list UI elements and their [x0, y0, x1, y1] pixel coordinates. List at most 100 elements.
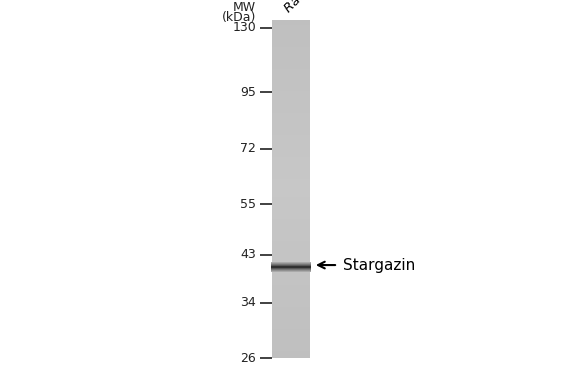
Bar — [272, 94, 310, 96]
Bar — [272, 164, 310, 165]
Bar — [272, 37, 310, 39]
Bar — [272, 326, 310, 328]
Bar — [272, 88, 310, 89]
Bar — [272, 149, 310, 150]
Bar — [272, 136, 310, 138]
Bar — [272, 321, 310, 322]
Bar — [272, 69, 310, 71]
Bar — [272, 329, 310, 331]
Bar — [272, 218, 310, 219]
Bar — [272, 50, 310, 52]
Bar — [272, 110, 310, 111]
Bar — [272, 208, 310, 209]
Bar — [272, 343, 310, 344]
Bar — [272, 289, 310, 290]
Bar — [272, 312, 310, 314]
Bar — [272, 350, 310, 351]
Bar — [272, 309, 310, 311]
Bar — [272, 152, 310, 153]
Bar — [272, 145, 310, 147]
Bar — [272, 268, 310, 270]
Bar — [272, 275, 310, 277]
Bar — [272, 272, 310, 274]
Text: 26: 26 — [240, 352, 256, 364]
Bar — [272, 89, 310, 91]
Bar — [272, 316, 310, 318]
Bar — [272, 115, 310, 116]
Bar — [272, 42, 310, 44]
Bar — [272, 82, 310, 84]
Bar — [272, 184, 310, 186]
Bar — [272, 123, 310, 125]
Text: (kDa): (kDa) — [222, 11, 256, 24]
Bar — [272, 304, 310, 305]
Bar — [272, 260, 310, 262]
Bar — [272, 346, 310, 348]
Bar — [272, 334, 310, 336]
Bar — [272, 263, 310, 265]
Bar — [272, 77, 310, 79]
Bar — [272, 165, 310, 167]
Bar — [272, 76, 310, 77]
Bar — [272, 197, 310, 199]
Bar — [272, 113, 310, 115]
Bar — [272, 62, 310, 64]
Bar — [272, 235, 310, 236]
Bar — [272, 174, 310, 175]
Bar — [272, 59, 310, 60]
Bar — [272, 116, 310, 118]
Bar — [272, 138, 310, 140]
Bar — [272, 67, 310, 69]
Bar — [272, 191, 310, 192]
Bar — [272, 159, 310, 160]
Bar — [272, 245, 310, 246]
Text: 95: 95 — [240, 85, 256, 99]
Bar — [272, 219, 310, 221]
Bar — [272, 49, 310, 50]
Bar — [272, 318, 310, 319]
Bar — [272, 186, 310, 187]
Bar — [272, 194, 310, 196]
Bar — [272, 341, 310, 343]
Bar — [272, 93, 310, 94]
Bar — [272, 257, 310, 258]
Bar — [272, 262, 310, 263]
Bar — [272, 314, 310, 316]
Bar — [272, 203, 310, 204]
Bar — [272, 280, 310, 282]
Bar — [272, 285, 310, 287]
Bar — [272, 28, 310, 30]
Bar — [272, 45, 310, 47]
Bar — [272, 287, 310, 289]
Bar — [272, 311, 310, 312]
Bar — [272, 216, 310, 218]
Bar — [272, 204, 310, 206]
Bar — [272, 35, 310, 37]
Bar — [272, 125, 310, 127]
Bar — [272, 86, 310, 88]
Bar — [272, 71, 310, 73]
Bar — [272, 32, 310, 34]
Bar — [272, 290, 310, 292]
Text: Stargazin: Stargazin — [343, 257, 415, 273]
Bar — [272, 25, 310, 27]
Bar — [272, 240, 310, 242]
Bar — [272, 201, 310, 203]
Bar — [272, 104, 310, 106]
Bar — [272, 246, 310, 248]
Bar — [272, 351, 310, 353]
Text: 55: 55 — [240, 198, 256, 211]
Bar — [272, 132, 310, 133]
Bar — [272, 265, 310, 267]
Bar — [272, 282, 310, 284]
Bar — [272, 101, 310, 103]
Bar — [272, 181, 310, 182]
Bar — [272, 187, 310, 189]
Bar — [272, 328, 310, 329]
Bar — [272, 169, 310, 170]
Bar — [272, 301, 310, 302]
Bar — [272, 47, 310, 49]
Bar — [272, 223, 310, 225]
Bar — [272, 279, 310, 280]
Bar — [272, 196, 310, 197]
